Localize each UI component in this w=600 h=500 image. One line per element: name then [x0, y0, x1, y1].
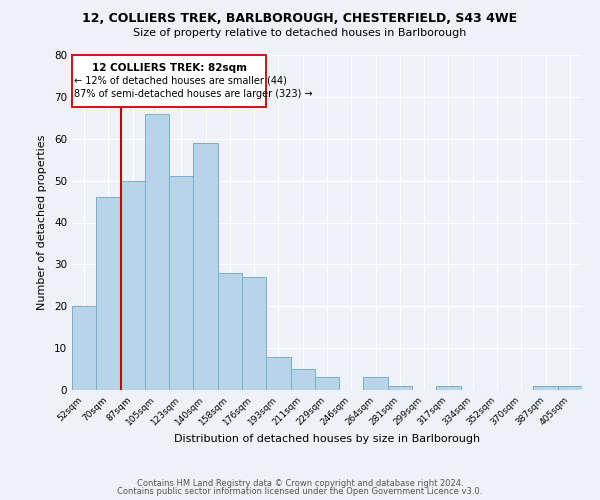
Bar — [218, 273, 242, 390]
Text: 87% of semi-detached houses are larger (323) →: 87% of semi-detached houses are larger (… — [74, 90, 313, 100]
Text: Size of property relative to detached houses in Barlborough: Size of property relative to detached ho… — [133, 28, 467, 38]
Bar — [388, 386, 412, 390]
Text: Contains public sector information licensed under the Open Government Licence v3: Contains public sector information licen… — [118, 487, 482, 496]
Bar — [72, 306, 96, 390]
Bar — [290, 369, 315, 390]
Bar — [266, 356, 290, 390]
Text: 12, COLLIERS TREK, BARLBOROUGH, CHESTERFIELD, S43 4WE: 12, COLLIERS TREK, BARLBOROUGH, CHESTERF… — [82, 12, 518, 26]
Bar — [169, 176, 193, 390]
Bar — [315, 378, 339, 390]
Text: Contains HM Land Registry data © Crown copyright and database right 2024.: Contains HM Land Registry data © Crown c… — [137, 478, 463, 488]
Bar — [533, 386, 558, 390]
Y-axis label: Number of detached properties: Number of detached properties — [37, 135, 47, 310]
Bar — [121, 180, 145, 390]
Bar — [436, 386, 461, 390]
Text: ← 12% of detached houses are smaller (44): ← 12% of detached houses are smaller (44… — [74, 76, 287, 86]
Bar — [558, 386, 582, 390]
Bar — [193, 143, 218, 390]
Bar — [242, 277, 266, 390]
Bar — [96, 198, 121, 390]
Bar — [145, 114, 169, 390]
Bar — [364, 378, 388, 390]
Text: 12 COLLIERS TREK: 82sqm: 12 COLLIERS TREK: 82sqm — [92, 62, 247, 72]
FancyBboxPatch shape — [72, 55, 266, 108]
X-axis label: Distribution of detached houses by size in Barlborough: Distribution of detached houses by size … — [174, 434, 480, 444]
